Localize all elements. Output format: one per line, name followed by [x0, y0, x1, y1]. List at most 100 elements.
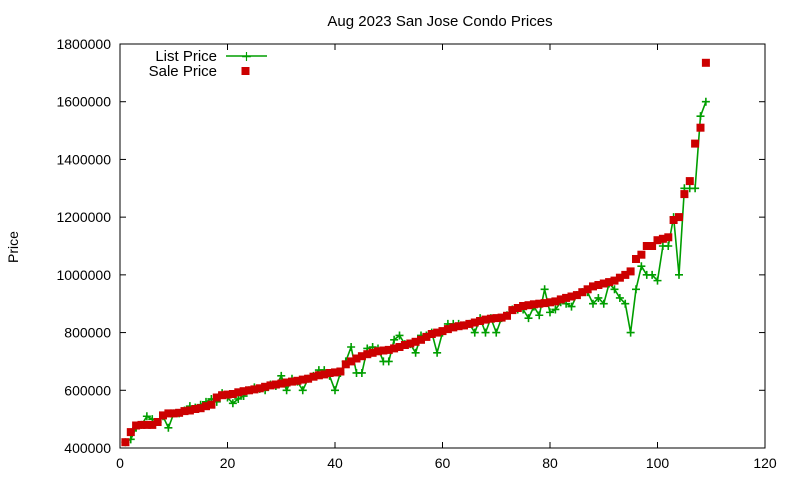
sale-price-point	[207, 400, 216, 409]
list-price-point	[551, 305, 560, 314]
list-price-point	[610, 285, 619, 294]
list-price-point	[540, 285, 549, 294]
list-price-point	[331, 386, 339, 395]
x-tick-label: 0	[116, 455, 124, 471]
sale-price-point	[685, 177, 694, 186]
list-price-point	[701, 97, 710, 106]
list-price-point	[390, 335, 399, 344]
sale-price-point	[196, 404, 205, 413]
sale-price-point	[271, 380, 280, 389]
list-price-point	[599, 299, 608, 308]
sale-price-point	[513, 304, 522, 312]
sale-price-point	[137, 420, 146, 429]
sale-price-point	[374, 347, 382, 356]
legend-marker-sale-price	[241, 67, 250, 75]
sale-price-point	[508, 306, 517, 315]
sale-price-point	[696, 123, 705, 132]
sale-price-point	[680, 190, 689, 199]
x-tick-label: 60	[435, 455, 451, 471]
sale-price-point	[309, 372, 318, 381]
sale-price-point	[325, 369, 334, 377]
list-price-point	[626, 328, 635, 337]
sale-price-point	[691, 139, 700, 148]
sale-price-point	[395, 343, 404, 351]
legend-marker-list-price: +	[241, 49, 253, 65]
legend-label-sale-price: Sale Price	[149, 63, 217, 80]
list-price-point	[228, 399, 237, 408]
sale-price-point	[277, 379, 286, 388]
list-price-point	[648, 270, 657, 279]
sale-price-point	[675, 213, 683, 222]
sale-price-point	[331, 368, 339, 377]
sale-price-point	[368, 348, 377, 357]
sale-price-point	[132, 421, 141, 430]
list-price-point	[347, 343, 356, 351]
chart-title: Aug 2023 San Jose Condo Prices	[327, 13, 552, 30]
sale-price-point	[202, 402, 210, 411]
sale-price-point	[621, 270, 630, 279]
sale-price-point	[288, 377, 296, 386]
sale-price-point	[142, 420, 151, 429]
sale-price-point	[255, 384, 264, 393]
sale-price-point	[637, 250, 646, 259]
sale-price-point	[169, 409, 178, 418]
sale-price-point	[352, 354, 361, 363]
sale-price-point	[320, 370, 329, 379]
sale-price-point	[443, 325, 452, 334]
sale-price-point	[626, 267, 635, 276]
list-price-point	[589, 299, 597, 308]
sale-price-point	[578, 288, 587, 297]
sale-price-point	[476, 317, 485, 325]
sale-price-point	[562, 293, 571, 302]
sale-price-point	[245, 386, 253, 395]
sale-price-point	[357, 352, 366, 361]
sale-price-point	[191, 405, 200, 413]
list-price-point	[298, 386, 307, 395]
list-price-point	[411, 348, 420, 357]
sale-price-point	[234, 388, 243, 397]
sale-price-point	[535, 299, 544, 308]
sale-price-point	[218, 391, 227, 400]
sale-price-point	[524, 301, 533, 310]
sale-price-point	[454, 322, 463, 331]
sale-price-point	[615, 273, 624, 282]
list-price-point	[384, 357, 393, 366]
list-price-point	[653, 276, 662, 285]
sale-price-point	[164, 409, 173, 418]
list-price-point	[357, 368, 366, 377]
sale-price-point	[610, 276, 619, 285]
y-tick-label: 600000	[64, 382, 111, 398]
y-tick-label: 1800000	[56, 36, 111, 52]
sale-price-point	[605, 278, 614, 287]
sale-price-point	[175, 408, 184, 417]
list-price-point	[277, 371, 286, 380]
sale-price-point	[551, 297, 560, 306]
list-price-point	[282, 386, 291, 395]
sale-price-point	[658, 234, 667, 243]
sale-price-point	[470, 318, 479, 327]
sale-price-point	[379, 346, 388, 355]
legend-label-list-price: List Price	[155, 48, 217, 65]
list-price-point	[395, 331, 404, 340]
sale-price-point	[250, 385, 259, 394]
sale-price-point	[282, 378, 291, 387]
sale-price-point	[390, 344, 399, 353]
sale-price-point	[212, 393, 221, 402]
sale-price-point	[492, 314, 501, 323]
sale-price-point	[422, 332, 431, 341]
sale-price-point	[583, 285, 592, 294]
x-tick-label: 80	[542, 455, 558, 471]
sale-price-point	[529, 300, 538, 309]
sale-price-point	[567, 292, 576, 301]
sale-price-point	[653, 236, 662, 245]
sale-price-point	[589, 282, 597, 291]
sale-price-point	[304, 374, 313, 383]
sale-price-point	[261, 382, 270, 391]
sale-price-point	[519, 302, 528, 310]
x-tick-label: 40	[327, 455, 343, 471]
sale-price-point	[632, 255, 640, 263]
sale-price-point	[384, 345, 393, 354]
list-price-point	[567, 302, 576, 311]
sale-price-point	[228, 390, 237, 398]
